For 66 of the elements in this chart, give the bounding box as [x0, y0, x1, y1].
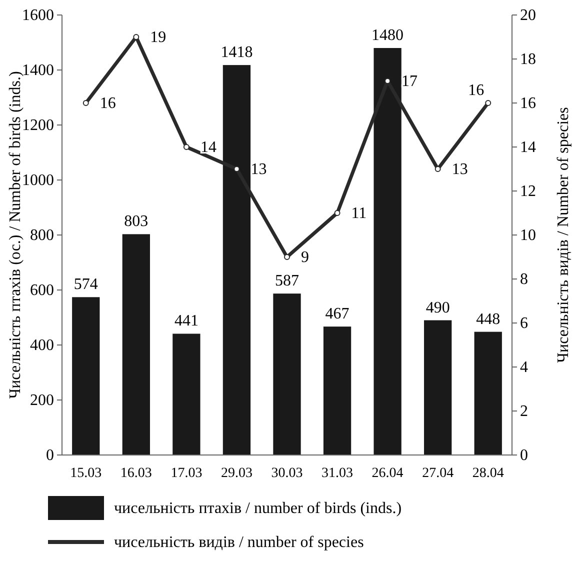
- x-tick-label: 16.03: [120, 466, 152, 481]
- y-tick-label: 1000: [22, 172, 54, 189]
- x-tick-label: 30.03: [271, 466, 303, 481]
- y2-tick-label: 8: [520, 271, 528, 288]
- y2-tick-label: 18: [520, 51, 536, 68]
- y-tick-label: 200: [30, 392, 54, 409]
- x-tick-label: 31.03: [322, 466, 354, 481]
- legend-label: чисельність птахів / number of birds (inds.): [114, 500, 402, 517]
- y2-tick-label: 2: [520, 403, 528, 420]
- y2-axis-title: Чисельність видів / Number of species: [555, 107, 572, 363]
- y-tick-label: 600: [30, 282, 54, 299]
- y-tick-label: 1600: [22, 7, 54, 24]
- data-label: 16: [468, 82, 484, 99]
- data-label: 1480: [372, 27, 404, 44]
- point: [234, 166, 240, 172]
- data-label: 448: [476, 310, 500, 328]
- data-label: 9: [301, 249, 309, 266]
- y-tick-label: 800: [30, 227, 54, 244]
- data-label: 11: [351, 205, 367, 222]
- y2-tick-label: 10: [520, 227, 536, 244]
- bar: [374, 48, 402, 455]
- data-label: 19: [150, 29, 166, 46]
- bar: [222, 65, 251, 455]
- y2-tick-label: 6: [520, 315, 528, 332]
- y-tick-label: 0: [46, 447, 54, 464]
- y2-tick-label: 4: [520, 359, 528, 376]
- data-label: 441: [174, 312, 198, 330]
- point: [82, 100, 89, 106]
- point: [183, 144, 190, 150]
- bar: [273, 294, 301, 455]
- legend-label: чисельність видів / number of species: [114, 534, 364, 551]
- data-label: 574: [74, 276, 98, 294]
- x-tick-label: 27.04: [422, 466, 454, 481]
- bar: [424, 320, 452, 455]
- point: [485, 100, 492, 106]
- data-label: 587: [275, 272, 299, 290]
- bar: [122, 234, 150, 455]
- point: [284, 254, 290, 260]
- data-label: 13: [250, 161, 267, 178]
- data-label: 467: [325, 306, 350, 323]
- bar: [323, 326, 352, 455]
- y2-tick-label: 20: [520, 7, 536, 24]
- y-tick-label: 1200: [22, 117, 54, 134]
- x-tick-label: 28.04: [472, 466, 504, 481]
- data-label: 13: [452, 161, 468, 178]
- y-axis-title: Чисельність птахів (ос.) / Number of birds (inds.): [7, 71, 24, 399]
- data-label: 803: [124, 213, 148, 230]
- data-label: 14: [200, 139, 216, 156]
- y2-tick-label: 14: [520, 139, 536, 156]
- y-tick-label: 1400: [22, 62, 54, 79]
- data-label: 16: [100, 95, 116, 112]
- point: [334, 210, 340, 216]
- data-label: 1418: [220, 44, 253, 62]
- bar: [474, 332, 502, 455]
- data-label: 490: [426, 299, 450, 316]
- y2-tick-label: 0: [520, 447, 528, 464]
- data-label: 17: [402, 73, 418, 90]
- y-tick-label: 400: [30, 337, 54, 354]
- bar: [72, 297, 100, 455]
- x-tick-label: 17.03: [170, 466, 202, 481]
- x-tick-label: 15.03: [70, 466, 102, 481]
- x-tick-label: 29.03: [220, 466, 252, 481]
- x-tick-label: 26.04: [372, 466, 404, 481]
- y2-tick-label: 12: [520, 183, 536, 200]
- y2-tick-label: 16: [520, 95, 536, 112]
- bar: [172, 334, 200, 455]
